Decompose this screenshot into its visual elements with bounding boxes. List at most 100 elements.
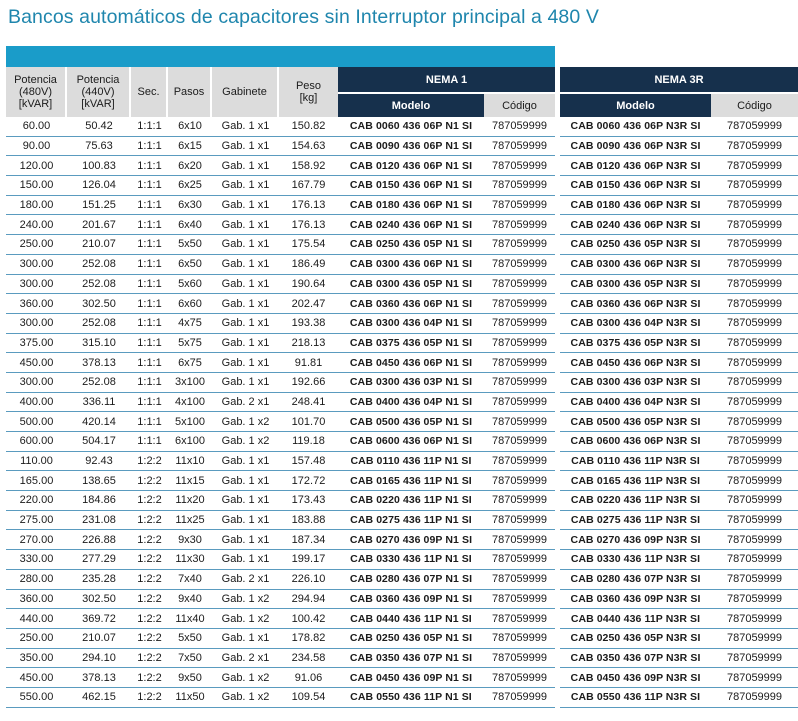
header-potencia-440-line3: [kVAR] xyxy=(81,98,115,110)
nema1-codigo-cell: 787059999 xyxy=(484,491,555,511)
table-row: 280.00 235.28 1:2:2 7x40 Gab. 2 x1 226.10 CAB … xyxy=(6,569,798,590)
nema1-codigo-cell: 787059999 xyxy=(484,609,555,629)
pasos-cell: 4x75 xyxy=(168,314,212,334)
potencia-480-cell: 300.00 xyxy=(6,373,67,393)
table-body: 60.00 50.42 1:1:1 6x10 Gab. 1 x1 150.82 CAB 00… xyxy=(6,117,798,708)
peso-cell: 101.70 xyxy=(279,412,338,432)
nema1-codigo-cell: 787059999 xyxy=(484,196,555,216)
sec-cell: 1:1:1 xyxy=(131,215,168,236)
nema3r-modelo-cell: CAB 0150 436 06P N3R SI xyxy=(560,176,711,196)
gabinete-cell: Gab. 1 x1 xyxy=(212,255,279,275)
peso-cell: 167.79 xyxy=(279,176,338,196)
nema1-modelo-cell: CAB 0500 436 05P N1 SI xyxy=(338,412,484,432)
gabinete-cell: Gab. 1 x1 xyxy=(212,137,279,157)
nema1-codigo-cell: 787059999 xyxy=(484,432,555,452)
potencia-440-cell: 235.28 xyxy=(67,570,131,590)
potencia-480-cell: 300.00 xyxy=(6,275,67,295)
potencia-480-cell: 350.00 xyxy=(6,649,67,669)
potencia-480-cell: 440.00 xyxy=(6,609,67,629)
gabinete-cell: Gab. 1 x1 xyxy=(212,314,279,334)
nema1-modelo-cell: CAB 0165 436 11P N1 SI xyxy=(338,471,484,492)
nema1-modelo-cell: CAB 0240 436 06P N1 SI xyxy=(338,215,484,236)
column-gap xyxy=(555,353,560,373)
nema3r-codigo-cell: 787059999 xyxy=(711,432,798,452)
gabinete-cell: Gab. 1 x1 xyxy=(212,471,279,492)
nema3r-codigo-cell: 787059999 xyxy=(711,393,798,413)
peso-cell: 226.10 xyxy=(279,570,338,590)
nema3r-codigo-cell: 787059999 xyxy=(711,609,798,629)
pasos-cell: 11x25 xyxy=(168,511,212,531)
gabinete-cell: Gab. 1 x2 xyxy=(212,432,279,452)
table-row: 400.00 336.11 1:1:1 4x100 Gab. 2 x1 248.41 CAB… xyxy=(6,392,798,413)
column-gap xyxy=(555,333,560,354)
gabinete-cell: Gab. 1 x2 xyxy=(212,668,279,688)
nema3r-modelo-cell: CAB 0400 436 04P N3R SI xyxy=(560,393,711,413)
nema1-codigo-cell: 787059999 xyxy=(484,235,555,255)
nema1-modelo-cell: CAB 0600 436 06P N1 SI xyxy=(338,432,484,452)
potencia-440-cell: 369.72 xyxy=(67,609,131,629)
nema1-codigo-cell: 787059999 xyxy=(484,511,555,531)
nema3r-codigo-cell: 787059999 xyxy=(711,275,798,295)
nema3r-modelo-cell: CAB 0165 436 11P N3R SI xyxy=(560,471,711,492)
potencia-440-cell: 336.11 xyxy=(67,393,131,413)
table-row: 350.00 294.10 1:2:2 7x50 Gab. 2 x1 234.58 CAB … xyxy=(6,648,798,669)
potencia-440-cell: 210.07 xyxy=(67,235,131,255)
nema1-codigo-cell: 787059999 xyxy=(484,412,555,432)
nema3r-codigo-cell: 787059999 xyxy=(711,176,798,196)
table-row: 300.00 252.08 1:1:1 6x50 Gab. 1 x1 186.49 CAB … xyxy=(6,254,798,275)
potencia-440-cell: 201.67 xyxy=(67,215,131,236)
nema3r-codigo-cell: 787059999 xyxy=(711,156,798,177)
nema1-codigo-cell: 787059999 xyxy=(484,137,555,157)
table-row: 360.00 302.50 1:1:1 6x60 Gab. 1 x1 202.47 CAB … xyxy=(6,294,798,314)
gabinete-cell: Gab. 1 x1 xyxy=(212,373,279,393)
nema1-codigo-cell: 787059999 xyxy=(484,649,555,669)
sec-cell: 1:2:2 xyxy=(131,530,168,551)
gabinete-cell: Gab. 1 x2 xyxy=(212,590,279,610)
nema3r-codigo-cell: 787059999 xyxy=(711,117,798,137)
potencia-440-cell: 226.88 xyxy=(67,530,131,551)
pasos-cell: 11x15 xyxy=(168,471,212,492)
nema1-modelo-cell: CAB 0440 436 11P N1 SI xyxy=(338,609,484,629)
sec-cell: 1:1:1 xyxy=(131,176,168,196)
sec-cell: 1:1:1 xyxy=(131,353,168,373)
sec-cell: 1:1:1 xyxy=(131,432,168,452)
potencia-480-cell: 240.00 xyxy=(6,215,67,236)
nema1-codigo-cell: 787059999 xyxy=(484,570,555,590)
gabinete-cell: Gab. 1 x1 xyxy=(212,550,279,570)
pasos-cell: 6x50 xyxy=(168,255,212,275)
nema1-codigo-cell: 787059999 xyxy=(484,294,555,314)
peso-cell: 294.94 xyxy=(279,590,338,610)
nema3r-codigo-cell: 787059999 xyxy=(711,570,798,590)
table-row: 550.00 462.15 1:2:2 11x50 Gab. 1 x2 109.54 CAB… xyxy=(6,687,798,708)
header-accent-bar xyxy=(6,46,555,67)
table-row: 120.00 100.83 1:1:1 6x20 Gab. 1 x1 158.92 CAB … xyxy=(6,156,798,177)
nema1-modelo-cell: CAB 0550 436 11P N1 SI xyxy=(338,688,484,708)
nema3r-codigo-cell: 787059999 xyxy=(711,235,798,255)
pasos-cell: 9x30 xyxy=(168,530,212,551)
pasos-cell: 9x40 xyxy=(168,590,212,610)
nema3r-modelo-cell: CAB 0550 436 11P N3R SI xyxy=(560,688,711,708)
nema3r-codigo-cell: 787059999 xyxy=(711,668,798,688)
potencia-480-cell: 360.00 xyxy=(6,294,67,314)
nema1-modelo-cell: CAB 0300 436 03P N1 SI xyxy=(338,373,484,393)
nema3r-modelo-cell: CAB 0110 436 11P N3R SI xyxy=(560,452,711,472)
header-peso: Peso [kg] xyxy=(279,67,338,117)
nema3r-modelo-cell: CAB 0375 436 05P N3R SI xyxy=(560,334,711,354)
sec-cell: 1:2:2 xyxy=(131,590,168,610)
nema1-codigo-cell: 787059999 xyxy=(484,117,555,137)
sec-cell: 1:1:1 xyxy=(131,314,168,334)
column-gap xyxy=(555,195,560,216)
nema3r-codigo-cell: 787059999 xyxy=(711,353,798,373)
sec-cell: 1:2:2 xyxy=(131,688,168,708)
sec-cell: 1:2:2 xyxy=(131,550,168,570)
table-row: 300.00 252.08 1:1:1 5x60 Gab. 1 x1 190.64 CAB … xyxy=(6,274,798,295)
nema3r-modelo-cell: CAB 0440 436 11P N3R SI xyxy=(560,609,711,629)
column-gap xyxy=(555,471,560,492)
potencia-440-cell: 50.42 xyxy=(67,117,131,137)
potencia-480-cell: 110.00 xyxy=(6,452,67,472)
header-nema1-modelo: Modelo xyxy=(338,92,484,117)
potencia-480-cell: 280.00 xyxy=(6,570,67,590)
peso-cell: 178.82 xyxy=(279,629,338,649)
peso-cell: 190.64 xyxy=(279,275,338,295)
sec-cell: 1:1:1 xyxy=(131,156,168,177)
